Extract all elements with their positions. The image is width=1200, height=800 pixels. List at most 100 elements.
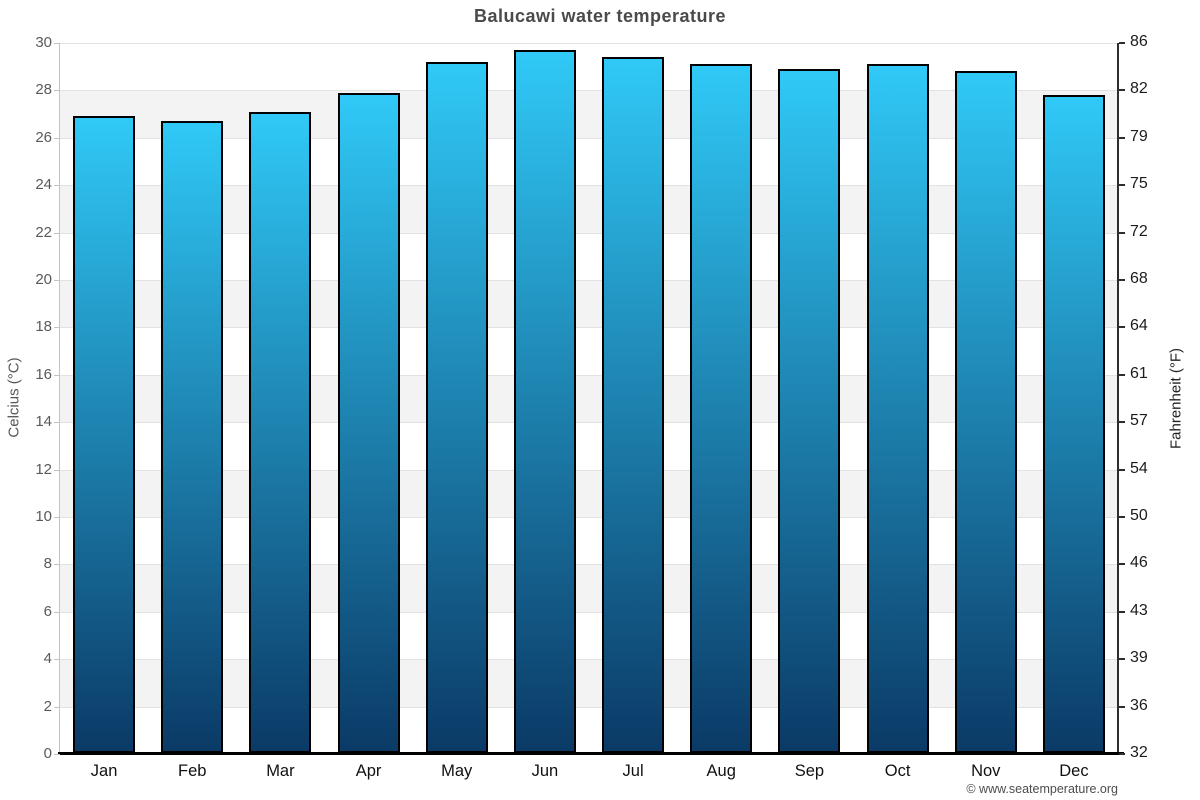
- celsius-tick-label: 10: [35, 508, 52, 525]
- gridline: [60, 564, 1118, 566]
- bar-jan: [73, 116, 136, 753]
- celsius-tick-label: 0: [43, 745, 52, 762]
- celsius-tick-mark: [54, 280, 60, 281]
- fahrenheit-tick-label: 39: [1130, 649, 1148, 667]
- gridline: [60, 137, 1118, 139]
- celsius-tick-mark: [54, 43, 60, 44]
- fahrenheit-tick-label: 75: [1130, 175, 1148, 193]
- fahrenheit-tick-mark: [1119, 326, 1125, 329]
- attribution-link[interactable]: © www.seatemperature.org: [966, 782, 1118, 796]
- grid-band: [60, 90, 1118, 138]
- celsius-tick-label: 14: [35, 413, 52, 431]
- fahrenheit-tick-label: 79: [1130, 127, 1148, 145]
- celsius-tick-mark: [54, 185, 60, 187]
- grid-band: [60, 374, 1118, 423]
- month-label-apr: Apr: [355, 762, 382, 780]
- fahrenheit-tick-mark: [1119, 89, 1125, 92]
- gridline: [60, 469, 1118, 471]
- fahrenheit-tick-mark: [1119, 42, 1125, 44]
- fahrenheit-tick-mark: [1119, 468, 1125, 471]
- month-label-nov: Nov: [971, 762, 1001, 780]
- fahrenheit-tick-mark: [1119, 279, 1125, 281]
- celsius-tick-mark: [54, 137, 60, 139]
- fahrenheit-tick-mark: [1119, 516, 1125, 518]
- celsius-tick-mark: [54, 327, 60, 329]
- x-axis-baseline: [58, 752, 1124, 755]
- fahrenheit-tick-mark: [1119, 705, 1125, 708]
- celsius-tick-label: 18: [35, 318, 52, 336]
- grid-band: [60, 706, 1118, 754]
- month-label-jul: Jul: [622, 762, 644, 780]
- celsius-axis-line: [59, 43, 60, 754]
- fahrenheit-tick-label: 64: [1130, 317, 1148, 335]
- gridline: [60, 43, 1118, 44]
- grid-band: [60, 611, 1118, 660]
- fahrenheit-tick-mark: [1119, 610, 1125, 613]
- celsius-tick-mark: [54, 754, 60, 755]
- grid-band: [60, 517, 1118, 565]
- fahrenheit-tick-label: 46: [1130, 554, 1148, 572]
- celsius-tick-mark: [54, 611, 60, 613]
- fahrenheit-tick-label: 43: [1130, 601, 1148, 619]
- bar-oct: [866, 64, 929, 753]
- bar-sep: [778, 69, 841, 753]
- fahrenheit-tick-mark: [1119, 421, 1125, 424]
- bar-mar: [249, 111, 312, 753]
- month-label-feb: Feb: [178, 762, 207, 780]
- gridline: [60, 90, 1118, 92]
- celsius-axis-title: Celcius (°C): [5, 357, 23, 438]
- gridline: [60, 374, 1118, 376]
- fahrenheit-axis-title: Fahrenheit (°F): [1167, 347, 1185, 450]
- fahrenheit-tick-label: 54: [1130, 459, 1148, 477]
- celsius-tick-label: 8: [43, 555, 52, 573]
- fahrenheit-tick-mark: [1119, 753, 1125, 755]
- month-label-aug: Aug: [706, 762, 736, 780]
- celsius-tick-label: 16: [35, 365, 52, 383]
- fahrenheit-tick-label: 50: [1130, 507, 1148, 524]
- grid-band: [60, 659, 1118, 707]
- fahrenheit-tick-label: 36: [1130, 696, 1148, 714]
- celsius-tick-label: 12: [35, 460, 52, 478]
- celsius-tick-label: 26: [35, 128, 52, 146]
- gridline: [60, 611, 1118, 613]
- month-label-may: May: [441, 762, 473, 780]
- chart-title: Balucawi water temperature: [473, 6, 727, 26]
- gridline: [60, 185, 1118, 187]
- celsius-tick-mark: [54, 232, 60, 234]
- gridline: [60, 232, 1118, 234]
- grid-band: [60, 43, 1118, 91]
- grid-band: [60, 422, 1118, 470]
- celsius-tick-mark: [54, 374, 60, 376]
- celsius-tick-label: 28: [35, 81, 52, 99]
- gridline: [60, 517, 1118, 518]
- grid-band: [60, 185, 1118, 233]
- gridline: [60, 706, 1118, 708]
- fahrenheit-axis-line: [1117, 43, 1119, 754]
- celsius-tick-mark: [54, 517, 60, 518]
- fahrenheit-tick-label: 61: [1130, 364, 1148, 382]
- bar-nov: [954, 71, 1017, 753]
- celsius-tick-label: 6: [43, 602, 52, 620]
- fahrenheit-tick-label: 86: [1130, 33, 1148, 50]
- grid-band: [60, 469, 1118, 517]
- celsius-tick-label: 30: [35, 34, 52, 51]
- fahrenheit-tick-label: 72: [1130, 222, 1148, 240]
- celsius-tick-mark: [54, 469, 60, 471]
- gridline: [60, 659, 1118, 661]
- celsius-tick-label: 24: [35, 176, 52, 194]
- month-label-jan: Jan: [90, 762, 118, 780]
- grid-band: [60, 564, 1118, 612]
- fahrenheit-tick-label: 68: [1130, 270, 1148, 287]
- month-label-sep: Sep: [794, 762, 825, 780]
- fahrenheit-tick-mark: [1119, 658, 1125, 661]
- month-label-mar: Mar: [266, 762, 295, 780]
- celsius-tick-mark: [54, 90, 60, 92]
- celsius-tick-label: 2: [43, 697, 52, 715]
- celsius-tick-mark: [54, 564, 60, 566]
- celsius-tick-label: 20: [35, 271, 52, 288]
- month-label-dec: Dec: [1059, 762, 1089, 780]
- bar-jul: [602, 57, 665, 753]
- celsius-tick-label: 22: [35, 223, 52, 241]
- bar-jun: [513, 50, 576, 753]
- fahrenheit-tick-mark: [1119, 136, 1125, 139]
